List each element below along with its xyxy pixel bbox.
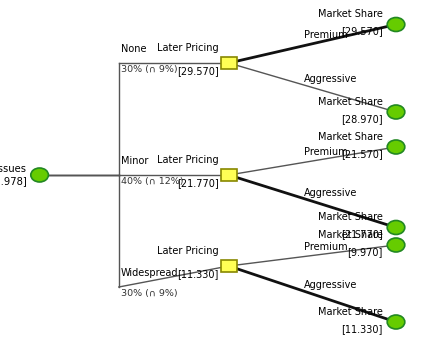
Text: [11.330]: [11.330] (177, 269, 219, 279)
Text: Market Share: Market Share (318, 97, 383, 107)
Text: Later Pricing: Later Pricing (157, 246, 219, 256)
Text: Aggressive: Aggressive (304, 74, 357, 84)
FancyBboxPatch shape (221, 169, 237, 181)
Text: [9.970]: [9.970] (348, 247, 383, 257)
FancyBboxPatch shape (221, 260, 237, 272)
Text: 30% (∩ 9%): 30% (∩ 9%) (121, 65, 178, 74)
Circle shape (387, 315, 405, 329)
Circle shape (387, 220, 405, 234)
Text: 40% (∩ 12%): 40% (∩ 12%) (121, 177, 183, 186)
Text: Widespread: Widespread (121, 268, 179, 278)
Text: [11.330]: [11.330] (341, 324, 383, 334)
Text: Later Pricing: Later Pricing (157, 155, 219, 165)
Text: [28.970]: [28.970] (341, 114, 383, 124)
Text: [29.570]: [29.570] (177, 66, 219, 76)
Text: Aggressive: Aggressive (304, 188, 357, 198)
Text: Minor: Minor (121, 156, 148, 166)
Circle shape (387, 238, 405, 252)
Text: Market Share: Market Share (318, 9, 383, 19)
Text: [21.770]: [21.770] (341, 229, 383, 239)
Text: Aggressive: Aggressive (304, 280, 357, 290)
Circle shape (387, 140, 405, 154)
Text: Market Share: Market Share (318, 307, 383, 317)
Text: [21.770]: [21.770] (177, 178, 219, 188)
Circle shape (387, 105, 405, 119)
Text: Premium: Premium (304, 147, 347, 158)
FancyBboxPatch shape (221, 57, 237, 69)
Text: Premium: Premium (304, 30, 347, 40)
Text: Market Share: Market Share (318, 132, 383, 142)
Text: None: None (121, 44, 147, 54)
Text: Market Share: Market Share (318, 212, 383, 222)
Text: Quality Issues
[20.978]: Quality Issues [20.978] (0, 164, 26, 186)
Circle shape (31, 168, 48, 182)
Text: [21.570]: [21.570] (341, 149, 383, 159)
Text: 30% (∩ 9%): 30% (∩ 9%) (121, 289, 178, 298)
Text: Premium: Premium (304, 242, 347, 252)
Text: Later Pricing: Later Pricing (157, 43, 219, 53)
Text: Market Share: Market Share (318, 230, 383, 240)
Circle shape (387, 18, 405, 32)
Text: [29.570]: [29.570] (341, 26, 383, 36)
